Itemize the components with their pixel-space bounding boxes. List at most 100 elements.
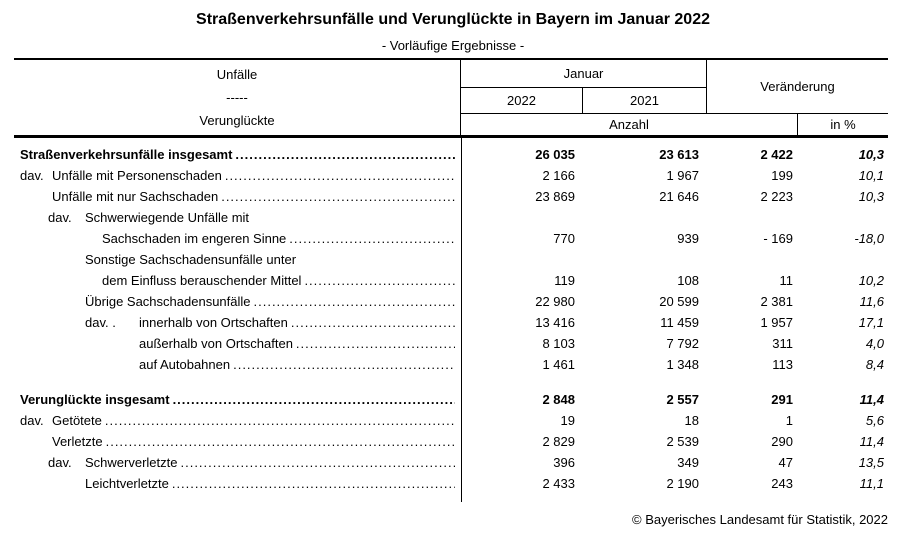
table-row: dav. Schwerverletzte 396 349 47 13,5 bbox=[14, 452, 888, 473]
table-row: Verletzte 2 829 2 539 290 11,4 bbox=[14, 431, 888, 452]
table-header: Unfälle ----- Verunglückte Januar Veränd… bbox=[14, 60, 888, 138]
value-2021: 1 348 bbox=[666, 357, 699, 372]
value-2022: 26 035 bbox=[535, 147, 575, 162]
row-label: auf Autobahnen bbox=[139, 357, 231, 372]
header-januar: Januar bbox=[461, 60, 707, 88]
value-change: 291 bbox=[771, 392, 793, 407]
value-change: - 169 bbox=[763, 231, 793, 246]
dot-leader bbox=[233, 354, 455, 375]
page-subtitle: - Vorläufige Ergebnisse - bbox=[381, 38, 525, 53]
row-label-line1: Schwerwiegende Unfälle mit bbox=[85, 210, 250, 225]
value-2021: 11 459 bbox=[660, 315, 699, 330]
value-percent: 13,5 bbox=[858, 455, 884, 470]
dot-leader bbox=[173, 389, 455, 410]
header-in-percent: in % bbox=[830, 117, 856, 132]
table-row: dav. Schwerwiegende Unfälle mit Sachschad… bbox=[14, 207, 888, 249]
value-percent: 11,4 bbox=[859, 392, 884, 407]
value-percent: -18,0 bbox=[854, 231, 884, 246]
page-title: Straßenverkehrsunfälle und Verunglückte … bbox=[196, 11, 710, 28]
value-2022: 396 bbox=[553, 455, 575, 470]
value-change: 311 bbox=[772, 336, 793, 351]
row-label: Leichtverletzte bbox=[85, 476, 169, 491]
value-2022: 8 103 bbox=[542, 336, 575, 351]
row-prefix: dav. bbox=[20, 413, 44, 428]
row-label: Übrige Sachschadensunfälle bbox=[85, 294, 251, 309]
value-2021: 20 599 bbox=[659, 294, 699, 309]
value-change: 113 bbox=[772, 357, 793, 372]
dot-leader bbox=[106, 431, 455, 452]
table-row: dav. Unfälle mit Personenschaden 2 166 1 … bbox=[14, 165, 888, 186]
value-percent: 10,2 bbox=[858, 273, 884, 288]
dot-leader bbox=[291, 312, 455, 333]
row-prefix: dav. . bbox=[85, 315, 116, 330]
value-change: 1 bbox=[785, 413, 793, 428]
value-2022: 2 433 bbox=[542, 476, 575, 491]
dot-leader bbox=[289, 228, 455, 249]
value-percent: 11,4 bbox=[859, 434, 884, 449]
value-percent: 10,3 bbox=[858, 147, 884, 162]
value-2021: 939 bbox=[677, 231, 699, 246]
value-percent: 8,4 bbox=[865, 357, 884, 372]
value-change: 11 bbox=[779, 273, 794, 288]
row-label-line1: Sonstige Sachschadensunfälle unter bbox=[85, 252, 297, 267]
row-label: außerhalb von Ortschaften bbox=[139, 336, 293, 351]
header-label-divider: ----- bbox=[226, 90, 248, 105]
table-row: außerhalb von Ortschaften 8 103 7 792 31… bbox=[14, 333, 888, 354]
value-2022: 2 829 bbox=[542, 434, 575, 449]
header-label-verungl: Verunglückte bbox=[199, 113, 275, 128]
value-change: 47 bbox=[778, 455, 793, 470]
table-row: Straßenverkehrsunfälle insgesamt 26 035 … bbox=[14, 144, 888, 165]
value-2021: 2 557 bbox=[666, 392, 699, 407]
dot-leader bbox=[235, 144, 455, 165]
value-2021: 23 613 bbox=[659, 147, 699, 162]
value-change: 1 957 bbox=[760, 315, 793, 330]
table-row: Sonstige Sachschadensunfälle unter dem E… bbox=[14, 249, 888, 291]
value-change: 2 381 bbox=[760, 294, 793, 309]
dot-leader bbox=[105, 410, 455, 431]
table-row: dav. Getötete 19 18 1 5,6 bbox=[14, 410, 888, 431]
value-change: 243 bbox=[771, 476, 793, 491]
header-row-labels: Unfälle ----- Verunglückte bbox=[14, 60, 461, 135]
value-change: 290 bbox=[771, 434, 793, 449]
row-label: Schwerverletzte bbox=[85, 455, 178, 470]
value-2022: 23 869 bbox=[535, 189, 575, 204]
table-row: Übrige Sachschadensunfälle 22 980 20 599… bbox=[14, 291, 888, 312]
dot-leader bbox=[254, 291, 456, 312]
value-percent: 11,6 bbox=[859, 294, 884, 309]
row-label: Unfälle mit Personenschaden bbox=[52, 168, 222, 183]
copyright-notice: © Bayerisches Landesamt für Statistik, 2… bbox=[632, 512, 888, 527]
dot-leader bbox=[296, 333, 455, 354]
dot-leader bbox=[225, 165, 455, 186]
value-2022: 1 461 bbox=[542, 357, 575, 372]
table-row: dav. . innerhalb von Ortschaften 13 416 1… bbox=[14, 312, 888, 333]
value-2022: 770 bbox=[553, 231, 575, 246]
value-2022: 19 bbox=[560, 413, 575, 428]
value-2022: 119 bbox=[554, 273, 575, 288]
value-change: 2 223 bbox=[760, 189, 793, 204]
value-percent: 10,1 bbox=[858, 168, 884, 183]
value-2022: 22 980 bbox=[535, 294, 575, 309]
header-veraenderung: Veränderung bbox=[707, 60, 888, 114]
statistics-table: Unfälle ----- Verunglückte Januar Veränd… bbox=[14, 58, 888, 502]
value-percent: 10,3 bbox=[858, 189, 884, 204]
row-label: Verunglückte insgesamt bbox=[20, 392, 170, 407]
value-percent: 4,0 bbox=[865, 336, 884, 351]
row-label: innerhalb von Ortschaften bbox=[139, 315, 288, 330]
table-row: Verunglückte insgesamt 2 848 2 557 291 1… bbox=[14, 389, 888, 410]
dot-leader bbox=[172, 473, 455, 494]
value-2021: 18 bbox=[684, 413, 699, 428]
row-label: Unfälle mit nur Sachschaden bbox=[52, 189, 219, 204]
value-2021: 21 646 bbox=[659, 189, 699, 204]
dot-leader bbox=[180, 452, 455, 473]
header-year-2021: 2021 bbox=[583, 88, 707, 114]
value-2021: 2 190 bbox=[666, 476, 699, 491]
row-label: Straßenverkehrsunfälle insgesamt bbox=[20, 147, 233, 162]
value-percent: 17,1 bbox=[858, 315, 884, 330]
row-prefix: dav. bbox=[20, 168, 44, 183]
table-row: Leichtverletzte 2 433 2 190 243 11,1 bbox=[14, 473, 888, 494]
dot-leader bbox=[304, 270, 455, 291]
value-2022: 13 416 bbox=[535, 315, 575, 330]
table-row: Unfälle mit nur Sachschaden 23 869 21 64… bbox=[14, 186, 888, 207]
value-change: 2 422 bbox=[760, 147, 793, 162]
value-percent: 11,1 bbox=[859, 476, 884, 491]
